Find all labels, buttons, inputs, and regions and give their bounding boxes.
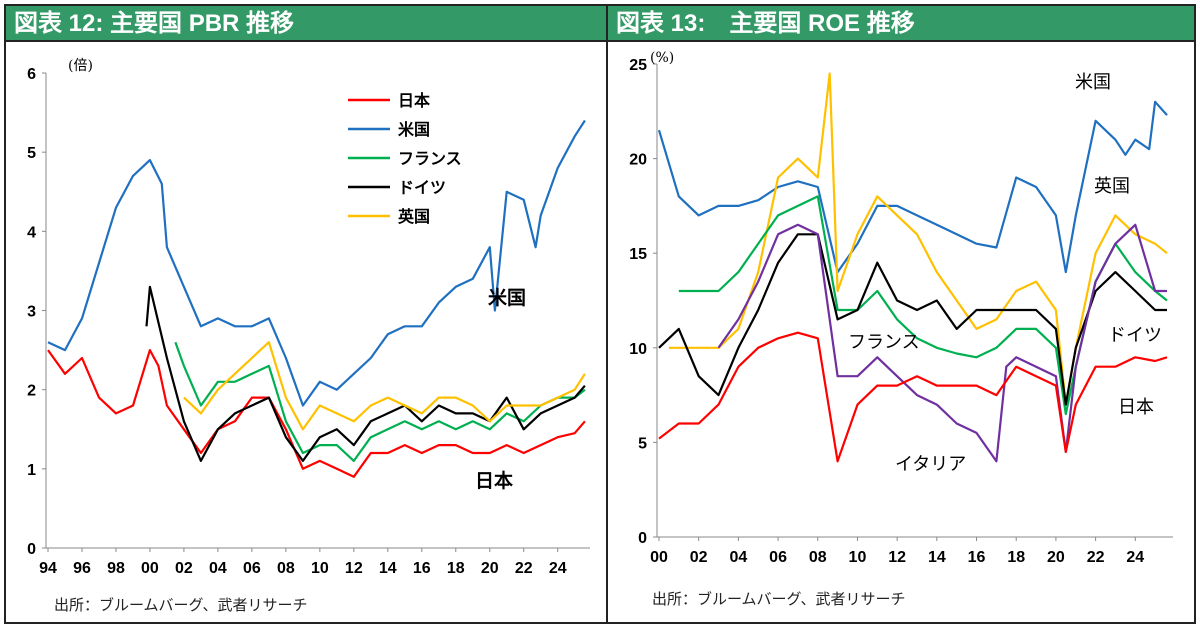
series-line-日本 (47, 349, 586, 478)
series-annotation: 日本 (1118, 397, 1154, 417)
x-tick-label: 18 (1007, 549, 1025, 566)
x-tick-label: 24 (549, 560, 567, 577)
y-tick-label: 10 (629, 341, 647, 358)
series-line-フランス (678, 195, 1168, 416)
roe-title: 図表 13: 主要国 ROE 推移 (608, 6, 1194, 42)
y-tick-label: 1 (27, 462, 36, 479)
y-tick-label: 0 (638, 530, 647, 547)
series-annotation: フランス (848, 332, 920, 352)
y-unit-label: (%) (650, 50, 674, 66)
x-tick-label: 22 (1087, 549, 1105, 566)
legend-label: 米国 (398, 120, 430, 139)
y-tick-label: 4 (27, 224, 36, 241)
y-tick-label: 6 (27, 66, 36, 83)
legend-label: 日本 (398, 91, 430, 110)
x-tick-label: 14 (379, 560, 397, 577)
x-tick-label: 00 (141, 560, 159, 577)
x-tick-label: 20 (1047, 549, 1065, 566)
roe-source: 出所：ブルームバーグ、武者リサーチ (652, 590, 906, 608)
y-tick-label: 5 (27, 145, 36, 162)
y-tick-label: 20 (629, 152, 647, 169)
legend-label: 英国 (397, 207, 430, 226)
series-annotation: 英国 (1094, 176, 1130, 196)
x-tick-label: 20 (481, 560, 499, 577)
x-tick-label: 08 (277, 560, 295, 577)
x-tick-label: 06 (769, 549, 787, 566)
series-line-英国 (183, 341, 586, 431)
series-line-フランス (174, 341, 586, 462)
y-unit-label: (倍) (68, 58, 93, 74)
y-tick-label: 5 (638, 435, 647, 452)
y-tick-label: 2 (27, 383, 36, 400)
x-tick-label: 04 (209, 560, 227, 577)
y-tick-label: 3 (27, 304, 36, 321)
x-tick-label: 08 (809, 549, 827, 566)
x-tick-label: 14 (928, 549, 946, 566)
y-tick-label: 25 (629, 57, 647, 74)
x-tick-label: 94 (39, 560, 57, 577)
series-annotation: 米国 (488, 286, 526, 309)
x-tick-label: 12 (345, 560, 363, 577)
series-annotation: ドイツ (1108, 325, 1162, 345)
pbr-title: 図表 12: 主要国 PBR 推移 (6, 6, 606, 42)
y-tick-label: 15 (629, 246, 647, 263)
series-line-日本 (658, 331, 1168, 463)
x-tick-label: 16 (413, 560, 431, 577)
x-tick-label: 02 (690, 549, 708, 566)
series-line-米国 (47, 119, 586, 407)
series-line-英国 (668, 72, 1168, 406)
series-annotation: 米国 (1075, 72, 1111, 92)
series-line-米国 (657, 100, 1168, 274)
x-tick-label: 00 (650, 549, 668, 566)
legend-label: フランス (398, 151, 462, 168)
x-tick-label: 16 (968, 549, 986, 566)
series-line-イタリア (717, 223, 1167, 463)
x-tick-label: 10 (849, 549, 867, 566)
x-tick-label: 10 (311, 560, 329, 577)
x-tick-label: 22 (515, 560, 533, 577)
x-tick-label: 98 (107, 560, 125, 577)
y-tick-label: 0 (27, 541, 36, 558)
x-tick-label: 18 (447, 560, 465, 577)
series-line-ドイツ (145, 285, 586, 462)
pbr-panel: 図表 12: 主要国 PBR 推移 出所：ブルームバーグ、武者リサーチ (4, 4, 608, 624)
roe-panel: 図表 13: 主要国 ROE 推移 出所：ブルームバーグ、武者リサーチ (606, 4, 1196, 624)
series-annotation: 日本 (475, 469, 513, 492)
pbr-source: 出所：ブルームバーグ、武者リサーチ (54, 596, 308, 614)
x-tick-label: 96 (73, 560, 91, 577)
x-tick-label: 04 (729, 549, 747, 566)
legend-label: ドイツ (398, 180, 446, 197)
x-tick-label: 12 (888, 549, 906, 566)
x-tick-label: 02 (175, 560, 193, 577)
x-tick-label: 06 (243, 560, 261, 577)
series-annotation: イタリア (895, 454, 966, 474)
x-tick-label: 24 (1126, 549, 1144, 566)
